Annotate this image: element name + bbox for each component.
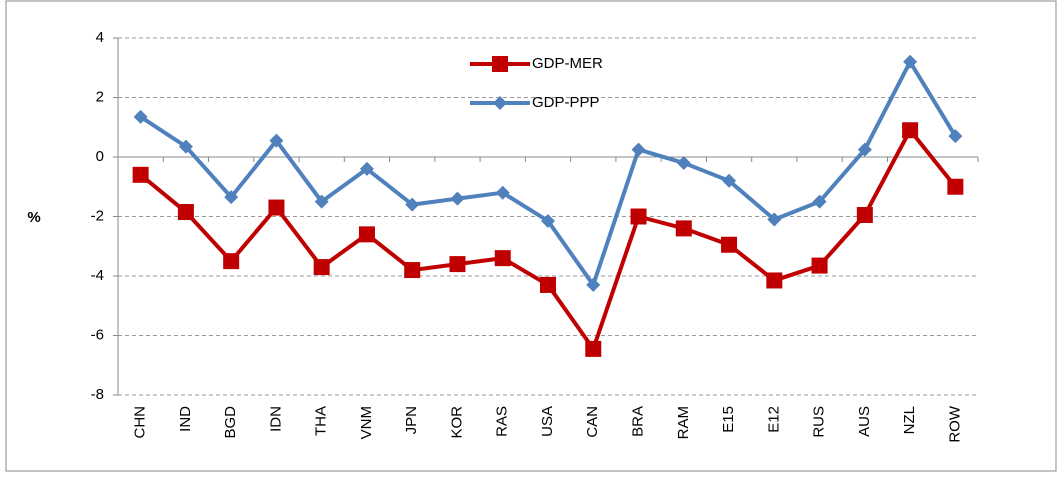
- marker: [492, 56, 508, 72]
- x-tick-label: NZL: [901, 406, 918, 434]
- marker: [902, 122, 919, 139]
- marker: [268, 199, 285, 216]
- x-tick-label: E15: [720, 406, 737, 433]
- y-tick-label: 4: [96, 29, 104, 46]
- marker: [359, 161, 374, 176]
- marker: [314, 194, 329, 209]
- marker: [811, 257, 828, 274]
- y-tick-label: 0: [96, 148, 104, 165]
- marker: [449, 256, 466, 273]
- x-tick-label: IDN: [267, 406, 284, 432]
- marker: [269, 133, 284, 148]
- marker: [675, 220, 692, 237]
- marker: [178, 139, 193, 154]
- y-tick-label: -6: [91, 326, 104, 343]
- y-tick-label: 2: [96, 88, 104, 105]
- x-tick-label: THA: [313, 406, 330, 436]
- marker: [224, 190, 239, 205]
- marker: [812, 194, 827, 209]
- x-tick-label: VNM: [358, 406, 375, 439]
- marker: [404, 262, 421, 279]
- marker: [495, 185, 510, 200]
- marker: [947, 178, 964, 195]
- x-tick-label: BGD: [222, 406, 239, 439]
- y-tick-label: -4: [91, 267, 104, 284]
- x-tick-label: IND: [177, 406, 194, 432]
- legend-label: GDP-PPP: [532, 94, 600, 111]
- x-tick-label: RAM: [675, 406, 692, 439]
- marker: [132, 166, 149, 183]
- marker: [493, 96, 507, 110]
- marker: [856, 207, 873, 224]
- x-tick-label: KOR: [448, 406, 465, 439]
- marker: [721, 236, 738, 253]
- marker: [540, 276, 556, 293]
- marker: [630, 208, 647, 225]
- x-tick-label: ROW: [946, 405, 963, 443]
- marker: [450, 191, 465, 206]
- marker: [133, 109, 148, 124]
- x-tick-label: CAN: [584, 406, 601, 438]
- marker: [722, 173, 737, 188]
- marker: [223, 253, 240, 270]
- marker: [313, 259, 330, 276]
- x-tick-label: CHN: [132, 406, 149, 439]
- y-tick-label: -8: [91, 386, 104, 403]
- x-tick-label: BRA: [629, 406, 646, 437]
- x-tick-label: AUS: [856, 406, 873, 437]
- marker: [767, 212, 782, 227]
- x-tick-label: JPN: [403, 406, 420, 434]
- x-tick-label: E12: [765, 406, 782, 433]
- x-tick-label: USA: [539, 406, 556, 437]
- marker: [948, 129, 963, 144]
- marker: [903, 54, 918, 69]
- marker: [676, 155, 691, 170]
- x-tick-label: RUS: [811, 406, 828, 438]
- marker: [541, 213, 555, 228]
- y-tick-label: -2: [91, 207, 104, 224]
- marker: [494, 250, 511, 267]
- y-axis-label: %: [27, 209, 40, 226]
- marker: [766, 272, 783, 289]
- marker: [586, 277, 601, 292]
- marker: [631, 142, 646, 157]
- legend-label: GDP-MER: [532, 55, 603, 72]
- marker: [857, 142, 872, 157]
- marker: [585, 340, 602, 357]
- chart-border: [5, 0, 1057, 472]
- marker: [358, 226, 375, 243]
- x-tick-label: RAS: [494, 406, 511, 437]
- marker: [177, 204, 194, 221]
- marker: [405, 197, 420, 212]
